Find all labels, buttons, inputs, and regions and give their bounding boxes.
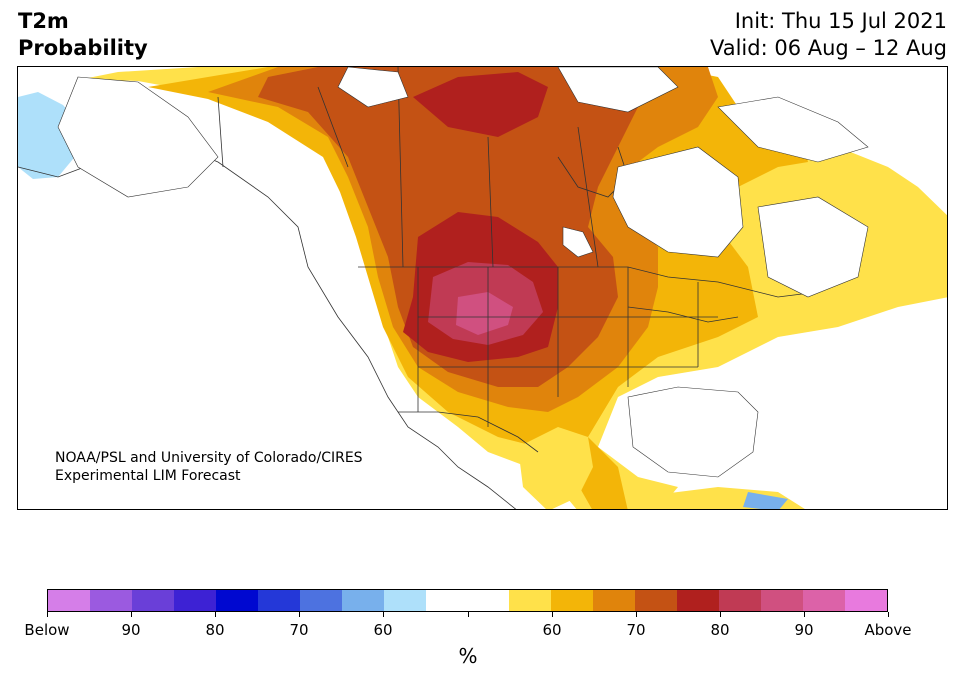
colorbar-tick [383,612,384,617]
colorbar-tick [720,612,721,617]
caribbean-below-normal [743,492,788,509]
arctic-islands [337,67,409,108]
arctic-islands [557,67,679,113]
credit-line-1: NOAA/PSL and University of Colorado/CIRE… [55,450,363,466]
colorbar-tick-label: 70 [626,621,646,639]
water-bodies [57,67,869,478]
colorbar-tick [804,612,805,617]
colorbar-cell [635,590,678,611]
colorbar-cell [341,590,384,611]
colorbar-tick-label: 80 [710,621,730,639]
colorbar-tick-label: 60 [542,621,562,639]
province-lines [217,67,599,268]
us-canada-border [358,266,819,298]
colorbar-tick-label: Below [24,621,70,639]
southeast-us-normal [627,386,759,478]
date-block: Init: Thu 15 Jul 2021 Valid: 06 Aug – 12… [710,8,947,62]
colorbar-tick-label: 80 [205,621,225,639]
colorbar-tick-label: 60 [373,621,393,639]
colorbar-tick-label: Above [864,621,912,639]
colorbar-cell [89,590,132,611]
colorbar-cell [215,590,258,611]
colorbar-tick [468,612,469,617]
variable-title: T2m [18,9,69,33]
colorbar-cell [425,590,468,611]
us-mexico-border [398,411,539,453]
colorbar-cell [173,590,216,611]
colorbar [47,589,888,612]
product-title: Probability [18,36,148,60]
colorbar-cell [719,590,762,611]
area-p75 [413,72,548,137]
colorbar-tick [552,612,553,617]
hudson-bay [612,146,744,258]
yukon-normal [57,76,219,198]
colorbar-cell [299,590,342,611]
state-lines [417,267,718,427]
colorbar-cell [131,590,174,611]
credit-line-2: Experimental LIM Forecast [55,468,241,484]
colorbar-cell [383,590,426,611]
colorbar-cell [845,590,888,611]
colorbar-tick [131,612,132,617]
colorbar-tick [636,612,637,617]
forecast-map [17,66,948,510]
colorbar-tick [299,612,300,617]
init-date: Init: Thu 15 Jul 2021 [734,9,947,33]
labrador-region [757,196,869,298]
lake-winnipeg [562,226,594,258]
baffin-region [717,96,869,163]
area-p55 [518,427,593,509]
colorbar-tick [888,612,889,617]
area-p85 [456,292,513,335]
colorbar-cell [677,590,720,611]
colorbar-cell [467,590,510,611]
colorbar-cell [551,590,594,611]
colorbar-tick-label: 90 [794,621,814,639]
colorbar-tick [47,612,48,617]
credit-text: NOAA/PSL and University of Colorado/CIRE… [55,449,363,485]
title-block: T2m Probability [18,8,148,62]
colorbar-cell [48,590,90,611]
colorbar-cell [593,590,636,611]
great-lakes [627,306,739,323]
colorbar-cell [257,590,300,611]
map-svg [18,67,947,509]
colorbar-cell [761,590,804,611]
colorbar-tick [215,612,216,617]
colorbar-cell [509,590,552,611]
colorbar-unit: % [458,644,478,668]
colorbar-tick-label: 70 [289,621,309,639]
valid-range: Valid: 06 Aug – 12 Aug [709,36,947,60]
colorbar-cell [803,590,846,611]
colorbar-tick-label: 90 [121,621,141,639]
